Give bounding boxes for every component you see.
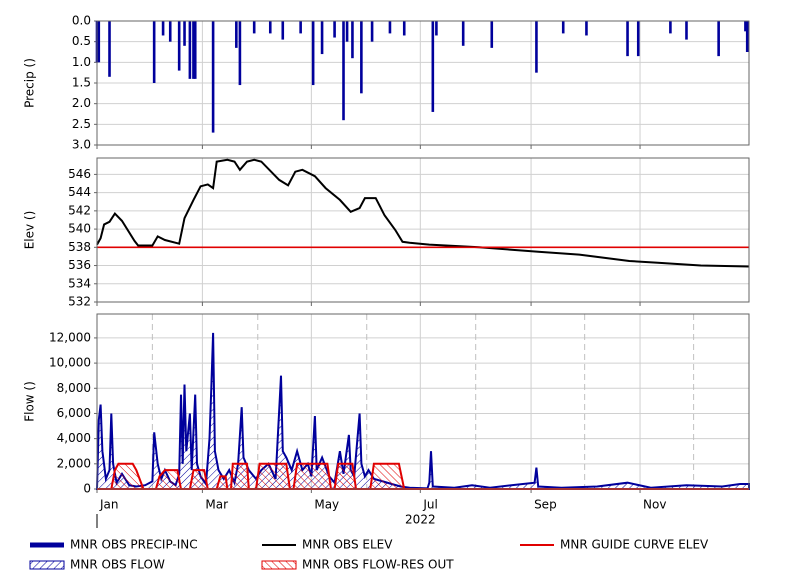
plot-area [96,158,750,268]
y-axis-label: Flow () [23,381,37,422]
x-tick-label: Jul [422,498,437,512]
y-tick-label: 3.0 [72,138,91,152]
bar [669,21,672,34]
bar [461,21,465,46]
bar [717,21,720,57]
y-tick-label: 540 [68,222,91,236]
bar [351,21,354,59]
bar [431,21,435,112]
bar [360,21,363,94]
legend-label: MNR OBS FLOW [70,558,165,572]
x-tick-label: Jan [99,498,119,512]
bar [685,21,688,40]
x-tick-label: Nov [643,498,666,512]
bar [535,21,538,73]
legend-label: MNR GUIDE CURVE ELEV [560,538,709,552]
plot-frame [96,20,750,146]
y-tick-label: 0.5 [72,34,91,48]
plot-area [95,21,749,133]
bar [745,21,749,52]
bar [152,21,156,83]
bar [168,21,172,42]
y-tick-label: 0 [83,482,91,496]
legend-swatch [261,560,297,570]
bar [161,21,165,36]
y-tick-label: 4,000 [57,431,91,445]
y-tick-label: 6,000 [57,406,91,420]
bar [342,21,345,121]
bar [333,21,336,38]
y-tick-label: 2.0 [72,96,91,110]
x-tick-label: Mar [205,498,228,512]
x-tick-label: Sep [534,498,557,512]
bar [188,21,192,79]
x-axis-label: 2022 [405,513,436,527]
bar [235,21,238,48]
legend-label: MNR OBS PRECIP-INC [70,538,198,552]
legend-label: MNR OBS ELEV [302,538,393,552]
legend-label: MNR OBS FLOW-RES OUT [302,558,454,572]
y-tick-label: 8,000 [57,381,91,395]
bar [561,21,565,34]
bar [636,21,640,57]
bar [585,21,588,36]
y-tick-label: 536 [68,258,91,272]
bar [388,21,392,34]
bar [177,21,181,71]
bar [211,21,215,133]
y-tick-label: 10,000 [49,356,91,370]
bar [490,21,494,48]
y-tick-label: 546 [68,167,91,181]
bar [402,21,406,36]
bar [311,21,315,86]
plot-frame [96,313,750,490]
bar [345,21,349,42]
legend-swatch [29,560,65,570]
bar [435,21,438,36]
line [96,158,750,268]
y-tick-label: 2,000 [57,456,91,470]
y-tick-label: 1.5 [72,76,91,90]
y-axis-label: Precip () [23,58,37,108]
bar [183,21,186,46]
bar [320,21,324,55]
y-tick-label: 2.5 [72,117,91,131]
y-tick-label: 532 [68,295,91,309]
x-tick-label: May [314,498,339,512]
plot-area [95,332,750,490]
y-tick-label: 12,000 [49,330,91,344]
y-tick-label: 0.0 [72,14,91,28]
bar [626,21,629,57]
bar [299,21,302,34]
bar [192,21,195,79]
bar [252,21,256,34]
y-tick-label: 542 [68,203,91,217]
y-tick-label: 544 [68,185,91,199]
bar [193,21,197,79]
bar [108,21,111,77]
y-axis-label: Elev () [23,211,37,250]
bar [268,21,272,34]
bar [370,21,374,42]
bar [238,21,242,86]
bar [281,21,285,40]
bar [744,21,747,32]
y-tick-label: 534 [68,276,91,290]
plot-frame [96,157,750,303]
y-tick-label: 1.0 [72,55,91,69]
y-tick-label: 538 [68,240,91,254]
bar [97,21,101,63]
area [95,332,750,490]
